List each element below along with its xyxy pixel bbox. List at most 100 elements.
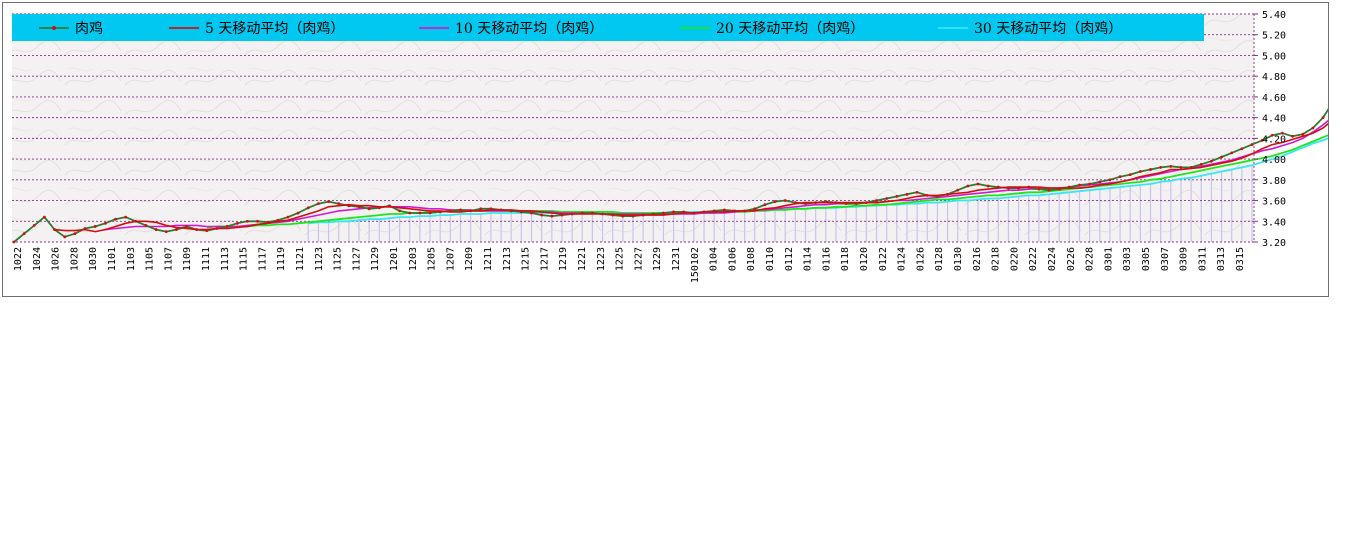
legend-label: 10 天移动平均（肉鸡） xyxy=(455,20,603,37)
series-lines xyxy=(12,108,1328,244)
x-tick-label: 0216 xyxy=(972,247,983,271)
x-tick-label: 0224 xyxy=(1047,247,1058,271)
line-chart: 3.20 3.40 3.60 3.80 4.00 4.20 4.40 4.60 4.80 5.00… xyxy=(12,10,1328,283)
data-point xyxy=(1037,187,1041,191)
data-point xyxy=(966,184,970,188)
x-tick-label: 1119 xyxy=(276,247,287,271)
data-point xyxy=(32,224,36,227)
y-tick-label: 4.40 xyxy=(1262,114,1286,125)
x-tick-label: 1115 xyxy=(239,247,250,271)
x-axis: 1022 1024 1026 1028 1030 1101 1103 1105 1107 1109… xyxy=(13,247,1246,283)
y-tick-label: 4.60 xyxy=(1262,93,1286,104)
x-tick-label: 0311 xyxy=(1197,247,1208,271)
x-tick-label: 1211 xyxy=(483,247,494,271)
data-point xyxy=(174,228,178,231)
x-tick-label: 0309 xyxy=(1179,247,1190,271)
chart-frame: 3.20 3.40 3.60 3.80 4.00 4.20 4.40 4.60 4.80 5.00… xyxy=(2,2,1329,297)
x-tick-label: 1217 xyxy=(539,247,550,271)
x-tick-label: 1026 xyxy=(51,247,62,271)
data-point xyxy=(1240,147,1244,151)
data-point xyxy=(895,195,899,198)
x-tick-label: 0104 xyxy=(709,247,720,271)
data-point xyxy=(1311,126,1315,130)
data-point xyxy=(63,235,67,239)
data-point xyxy=(22,232,26,236)
x-tick-label: 0307 xyxy=(1160,247,1171,271)
x-tick-label: 1129 xyxy=(370,247,381,271)
data-point xyxy=(367,207,371,211)
x-tick-label: 0222 xyxy=(1028,247,1039,271)
data-point xyxy=(672,210,675,214)
data-point xyxy=(144,224,148,227)
data-point xyxy=(1291,134,1294,138)
x-tick-label: 1203 xyxy=(408,247,419,271)
data-point xyxy=(1179,165,1183,169)
data-point xyxy=(245,219,249,223)
data-point xyxy=(12,240,16,244)
legend-label: 30 天移动平均（肉鸡） xyxy=(974,20,1122,37)
data-point xyxy=(1149,168,1152,171)
data-point xyxy=(550,214,554,218)
x-tick-label: 0218 xyxy=(991,247,1002,271)
data-point xyxy=(1260,139,1264,142)
x-tick-label: 1201 xyxy=(389,247,400,271)
x-tick-label: 0305 xyxy=(1141,247,1152,271)
data-point xyxy=(1047,188,1051,192)
x-tick-label: 0228 xyxy=(1085,247,1096,271)
data-point xyxy=(1088,182,1092,186)
x-tick-label: 0122 xyxy=(878,247,889,271)
data-point xyxy=(93,225,97,228)
legend-marker xyxy=(52,26,56,30)
x-tick-label: 0124 xyxy=(897,247,908,271)
volume-bars xyxy=(307,165,1253,242)
x-tick-label: 1219 xyxy=(558,247,569,271)
data-point xyxy=(398,209,402,213)
x-tick-label: 0220 xyxy=(1009,247,1020,271)
data-point xyxy=(773,200,777,203)
x-tick-label: 1207 xyxy=(445,247,456,271)
data-point xyxy=(1250,143,1254,146)
y-tick-label: 5.00 xyxy=(1262,51,1286,62)
x-tick-label: 0315 xyxy=(1235,247,1246,271)
x-tick-label: 150102 xyxy=(690,247,701,283)
data-point xyxy=(418,211,422,215)
x-tick-label: 0114 xyxy=(803,247,814,271)
data-point xyxy=(225,225,229,228)
data-point xyxy=(1098,180,1102,184)
x-tick-label: 1109 xyxy=(182,247,193,271)
series-line-2 xyxy=(105,119,1328,231)
data-point xyxy=(1078,183,1081,187)
legend: 肉鸡 5 天移动平均（肉鸡） 10 天移动平均（肉鸡） 20 天移动平均（肉鸡） 30 … xyxy=(12,14,1204,41)
legend-label: 5 天移动平均（肉鸡） xyxy=(205,20,344,37)
x-tick-label: 0130 xyxy=(953,247,964,271)
data-point xyxy=(1118,175,1122,179)
x-tick-label: 1125 xyxy=(333,247,344,271)
x-tick-label: 1030 xyxy=(88,247,99,271)
data-point xyxy=(753,207,757,211)
x-tick-label: 1227 xyxy=(633,247,644,271)
data-point xyxy=(1169,164,1173,168)
data-point xyxy=(722,208,726,212)
data-point xyxy=(1301,132,1305,136)
data-point xyxy=(530,211,533,215)
plot-background xyxy=(12,14,1254,242)
data-point xyxy=(337,202,341,206)
x-tick-label: 1123 xyxy=(314,247,325,271)
x-tick-label: 0226 xyxy=(1066,247,1077,271)
data-point xyxy=(956,188,960,192)
data-point xyxy=(662,211,665,215)
data-point xyxy=(154,228,158,231)
x-tick-label: 0116 xyxy=(821,247,832,271)
data-point xyxy=(1199,162,1203,166)
data-point xyxy=(783,199,787,202)
data-point xyxy=(185,225,188,228)
data-point xyxy=(1210,159,1213,163)
x-tick-label: 0313 xyxy=(1216,247,1227,271)
data-point xyxy=(1321,116,1325,120)
x-tick-label: 1127 xyxy=(351,247,362,271)
x-tick-label: 1209 xyxy=(464,247,475,271)
data-point xyxy=(306,206,310,210)
y-tick-label: 3.80 xyxy=(1262,176,1286,187)
x-tick-label: 0118 xyxy=(840,247,851,271)
y-tick-label: 3.40 xyxy=(1262,217,1286,228)
